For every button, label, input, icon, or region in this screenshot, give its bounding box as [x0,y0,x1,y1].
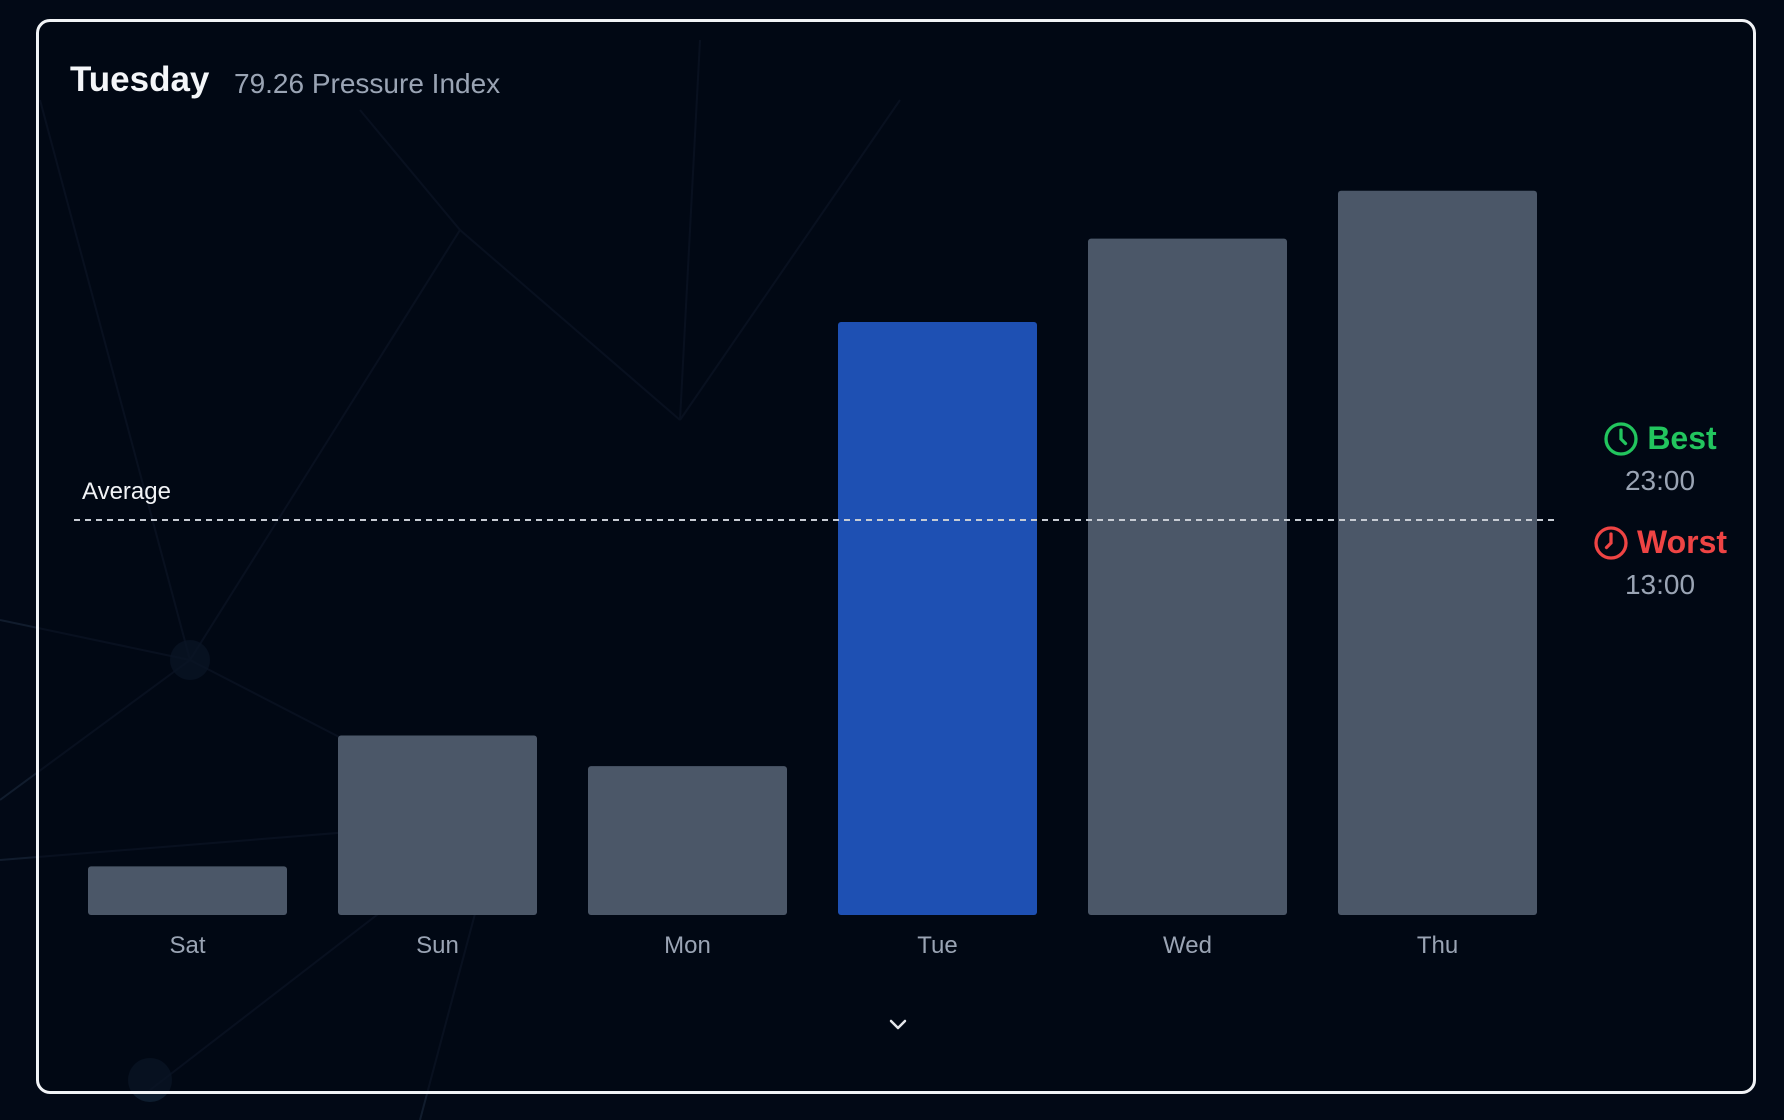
worst-label: Worst [1636,524,1728,560]
x-tick-label: Sat [169,932,205,959]
bar-tue[interactable] [838,322,1037,915]
x-tick-label: Wed [1163,932,1212,959]
best-label: Best [1647,420,1717,456]
bar-sat[interactable] [88,866,287,915]
worst-time: Worst 13:00 [1560,524,1760,601]
bar-mon[interactable] [588,766,787,915]
worst-time-value: 13:00 [1624,569,1696,600]
best-time-value: 23:00 [1624,465,1696,496]
x-tick-label: Tue [917,932,957,959]
x-tick-label: Thu [1417,932,1458,959]
x-tick-label: Mon [664,932,711,959]
clock-icon [1604,421,1638,456]
bar-thu[interactable] [1338,190,1537,915]
pressure-index-value: 79.26 Pressure Index [234,68,501,99]
best-time: Best 23:00 [1560,420,1760,497]
clock-icon [1594,525,1628,560]
bar-wed[interactable] [1088,238,1287,915]
page-title: Tuesday [70,60,210,99]
bar-sun[interactable] [338,735,537,915]
average-label: Average [82,478,171,505]
x-tick-label: Sun [416,932,459,959]
chevron-down-icon[interactable] [886,1016,910,1034]
